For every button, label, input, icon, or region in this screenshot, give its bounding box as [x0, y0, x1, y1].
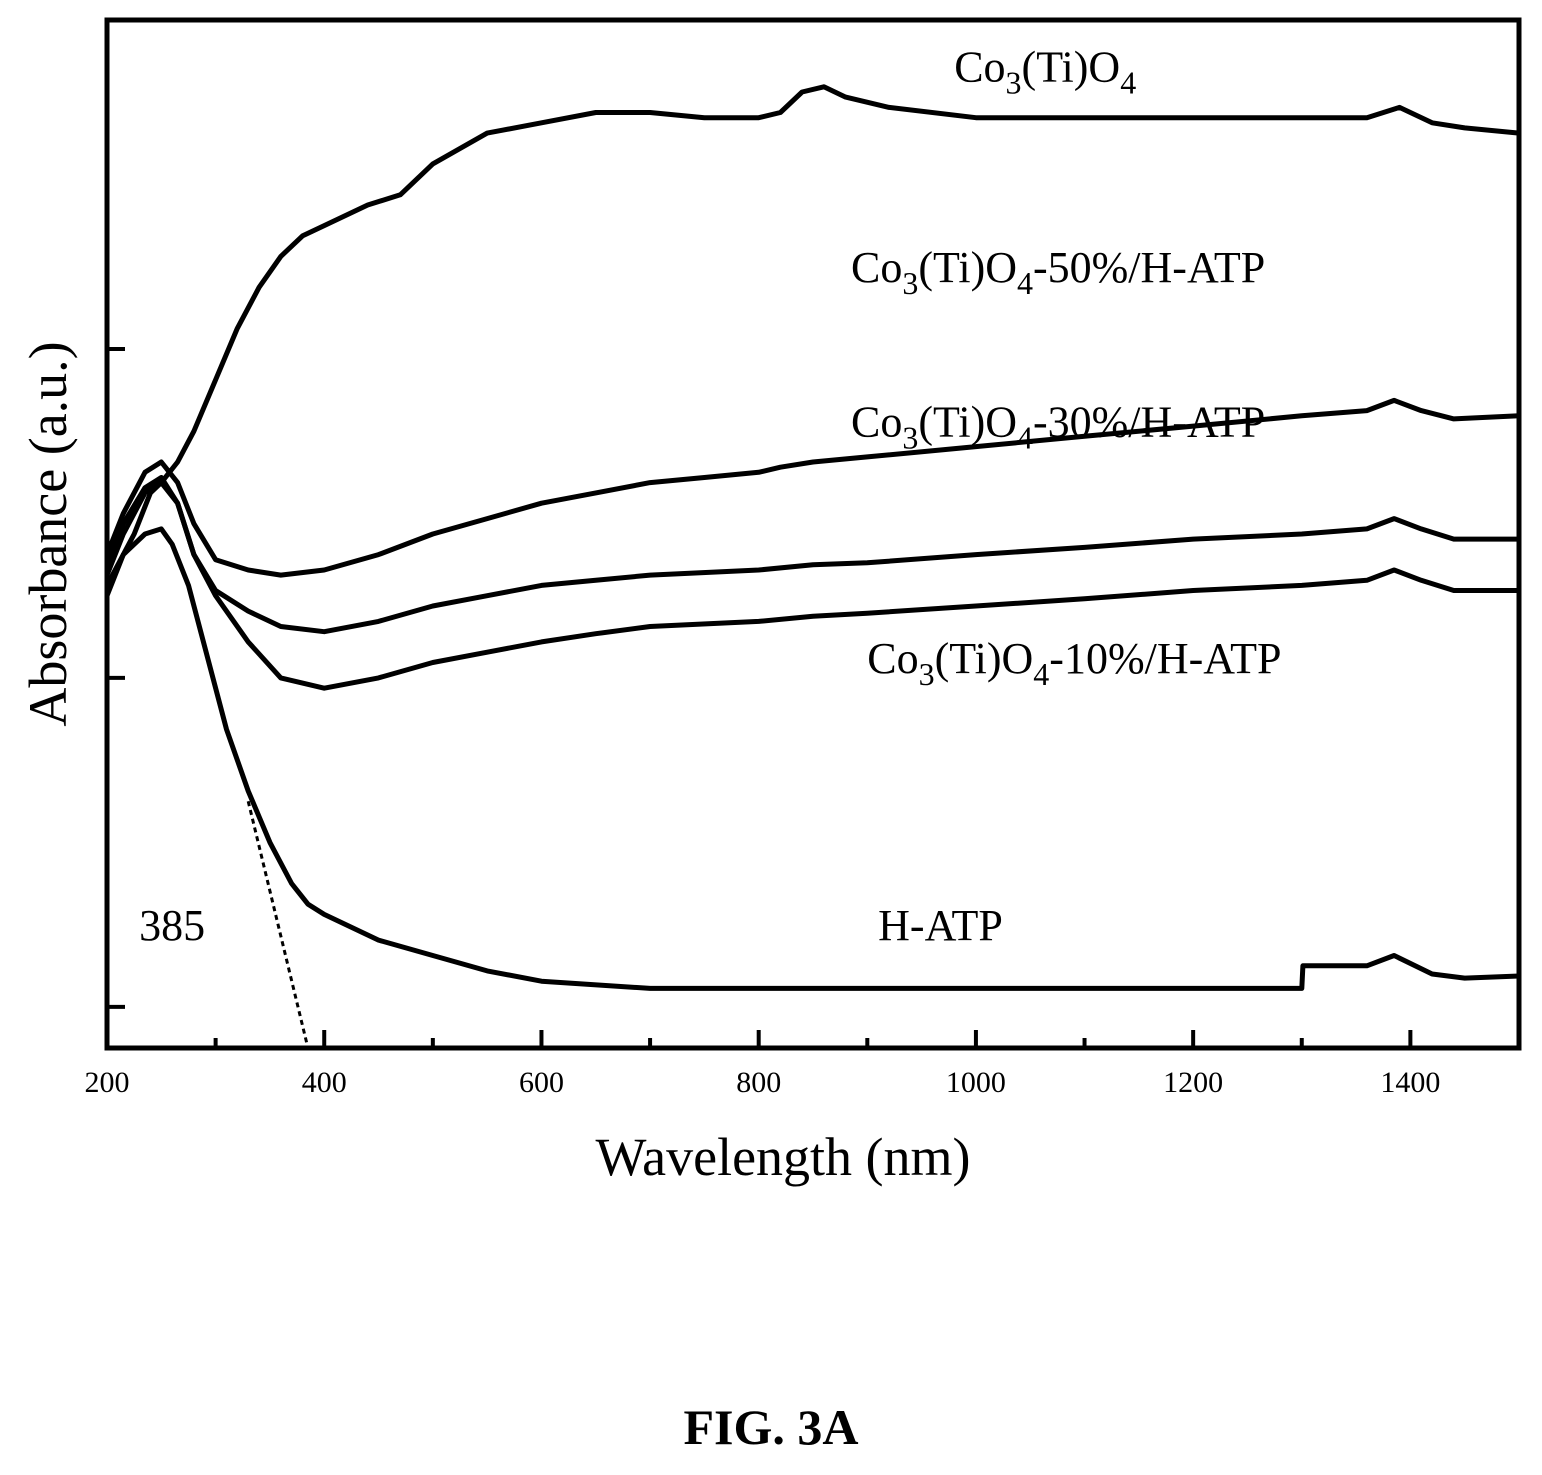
series-label-part: 3: [902, 419, 918, 455]
x-tick-label: 400: [302, 1066, 347, 1099]
series-label: Co3(Ti)O4-10%/H-ATP: [867, 634, 1281, 692]
series-label: Co3(Ti)O4: [954, 43, 1136, 101]
x-tick-label: 1000: [946, 1066, 1006, 1099]
series-label: Co3(Ti)O4-50%/H-ATP: [851, 243, 1265, 301]
x-tick-label: 1400: [1380, 1066, 1440, 1099]
series-label-part: 4: [1017, 265, 1033, 301]
series-group: Co3(Ti)O4Co3(Ti)O4-50%/H-ATPCo3(Ti)O4-30…: [104, 43, 1520, 991]
series-label-part: Co: [867, 634, 918, 683]
series-label-part: (Ti)O: [918, 243, 1017, 292]
annotation-label: 385: [139, 901, 205, 950]
series-line: [104, 526, 1520, 991]
x-tick-label: 200: [85, 1066, 130, 1099]
series-label-part: (Ti)O: [1022, 43, 1121, 92]
series-label-part: -10%/H-ATP: [1049, 634, 1281, 683]
x-tick-label: 800: [736, 1066, 781, 1099]
series-label-part: Co: [954, 43, 1005, 92]
tangent-line: [246, 800, 310, 1049]
series-label-part: 3: [919, 656, 935, 692]
series-line: [104, 480, 1519, 635]
series-label-part: Co: [851, 397, 902, 446]
series-label-part: 4: [1017, 419, 1033, 455]
annotations: 385: [139, 800, 310, 1049]
series-label-part: -30%/H-ATP: [1033, 397, 1265, 446]
series-label-part: H-ATP: [878, 901, 1003, 950]
series-line: [104, 84, 1520, 587]
x-tick-label: 1200: [1163, 1066, 1223, 1099]
series-label-part: Co: [851, 243, 902, 292]
series-label-part: (Ti)O: [918, 397, 1017, 446]
series-label-part: 3: [902, 265, 918, 301]
series-line: [104, 475, 1519, 691]
figure-caption: FIG. 3A: [683, 1399, 859, 1455]
y-axis-label: Absorbance (a.u.): [18, 341, 78, 726]
x-axis-label: Wavelength (nm): [595, 1127, 970, 1187]
series-label-part: 4: [1120, 65, 1136, 101]
series-line: [104, 397, 1520, 578]
x-tick-label: 600: [519, 1066, 564, 1099]
series-label-part: (Ti)O: [935, 634, 1034, 683]
series-label-part: 4: [1033, 656, 1049, 692]
series-label: Co3(Ti)O4-30%/H-ATP: [851, 397, 1265, 455]
series-label: H-ATP: [878, 901, 1003, 950]
plot-frame: [104, 17, 1522, 1051]
series-label-part: -50%/H-ATP: [1033, 243, 1265, 292]
axis-ticks: 200 400 600 800 1000 1200 1400: [85, 18, 1440, 1099]
series-label-part: 3: [1006, 65, 1022, 101]
